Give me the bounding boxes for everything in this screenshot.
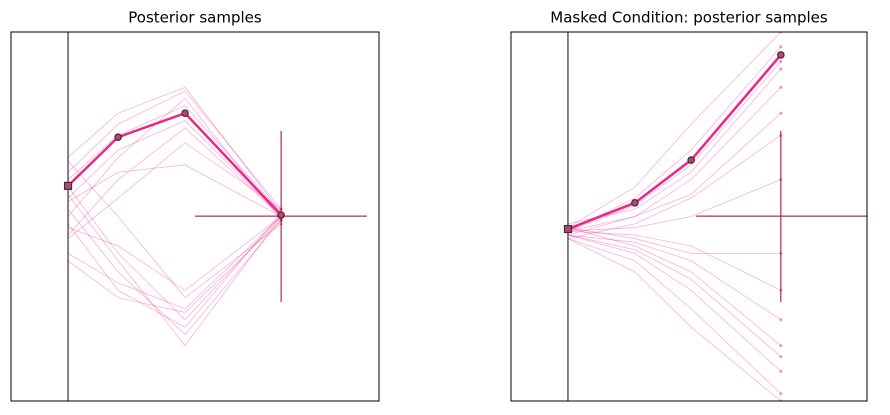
sample-line	[67, 216, 282, 310]
sample-end	[779, 318, 783, 322]
sample-line	[567, 87, 782, 236]
sample-end	[779, 369, 783, 373]
sample-line	[67, 164, 282, 217]
highlight-point	[687, 156, 695, 164]
sample-end	[779, 60, 783, 64]
sample-line	[567, 227, 782, 346]
plot-frame	[10, 31, 380, 402]
sample-line	[567, 32, 782, 228]
highlight-point	[181, 109, 189, 117]
sample-line	[567, 234, 782, 358]
sample-end	[779, 392, 783, 396]
sample-line	[67, 86, 282, 214]
sample-line	[67, 142, 282, 239]
sample-line	[567, 238, 782, 401]
sample-line	[567, 234, 782, 321]
sample-line	[67, 194, 282, 347]
sample-line	[67, 212, 282, 328]
plot-area	[563, 32, 867, 401]
sample-line	[67, 186, 282, 321]
sample-line	[567, 179, 782, 232]
sample-line	[567, 112, 782, 232]
sample-end	[779, 67, 783, 71]
sample-end	[779, 355, 783, 359]
sample-line	[67, 105, 282, 214]
chart-title: Masked Condition: posterior samples	[550, 9, 828, 27]
sample-line	[567, 234, 782, 372]
sample-line	[567, 230, 782, 291]
sample-line	[567, 61, 782, 232]
sample-line	[67, 219, 282, 313]
sample-line	[67, 127, 282, 236]
sample-line	[567, 46, 782, 232]
sample-line	[67, 90, 282, 210]
sample-line	[67, 208, 282, 336]
sample-line	[567, 238, 782, 394]
sample-line	[67, 216, 282, 291]
highlight-start	[563, 224, 573, 234]
highlight-point	[631, 199, 639, 207]
plot-area	[63, 32, 367, 401]
plot-frame	[510, 31, 868, 402]
highlight-point	[114, 133, 122, 141]
sample-line	[67, 120, 282, 217]
sample-end	[779, 85, 783, 89]
highlight-point	[777, 51, 785, 59]
sample-line	[67, 160, 282, 299]
sample-line	[67, 97, 282, 221]
highlight-point	[277, 211, 285, 219]
sample-end	[779, 111, 783, 115]
sample-line	[567, 134, 782, 240]
sample-end	[779, 45, 783, 49]
sample-line	[567, 227, 781, 254]
chart-title: Posterior samples	[128, 9, 262, 27]
highlight-line	[67, 111, 283, 216]
sample-end	[779, 344, 783, 348]
highlight-line	[567, 54, 782, 231]
highlight-start	[63, 181, 73, 190]
